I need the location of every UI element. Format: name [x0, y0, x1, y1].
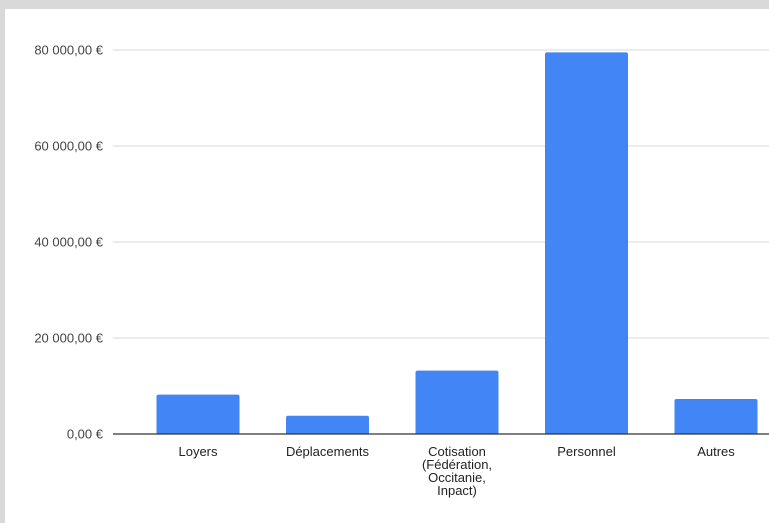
bar [156, 394, 240, 434]
y-tick-label: 60 000,00 € [34, 139, 103, 154]
x-tick-label: Déplacements [286, 444, 370, 459]
bar [415, 370, 499, 434]
y-tick-label: 40 000,00 € [34, 235, 103, 250]
x-tick-label: Autres [697, 444, 735, 459]
y-tick-label: 0,00 € [67, 427, 104, 442]
bar [286, 415, 369, 434]
frame-top-border [0, 0, 769, 9]
x-tick-label: Personnel [557, 444, 616, 459]
bar [545, 52, 628, 435]
bar [674, 398, 758, 434]
frame-left-border [0, 0, 5, 523]
x-tick-label: Cotisation (Fédération, Occitanie, Inpact) [422, 444, 492, 498]
y-tick-label: 80 000,00 € [34, 43, 103, 58]
x-tick-label: Loyers [178, 444, 218, 459]
y-tick-label: 20 000,00 € [34, 331, 103, 346]
